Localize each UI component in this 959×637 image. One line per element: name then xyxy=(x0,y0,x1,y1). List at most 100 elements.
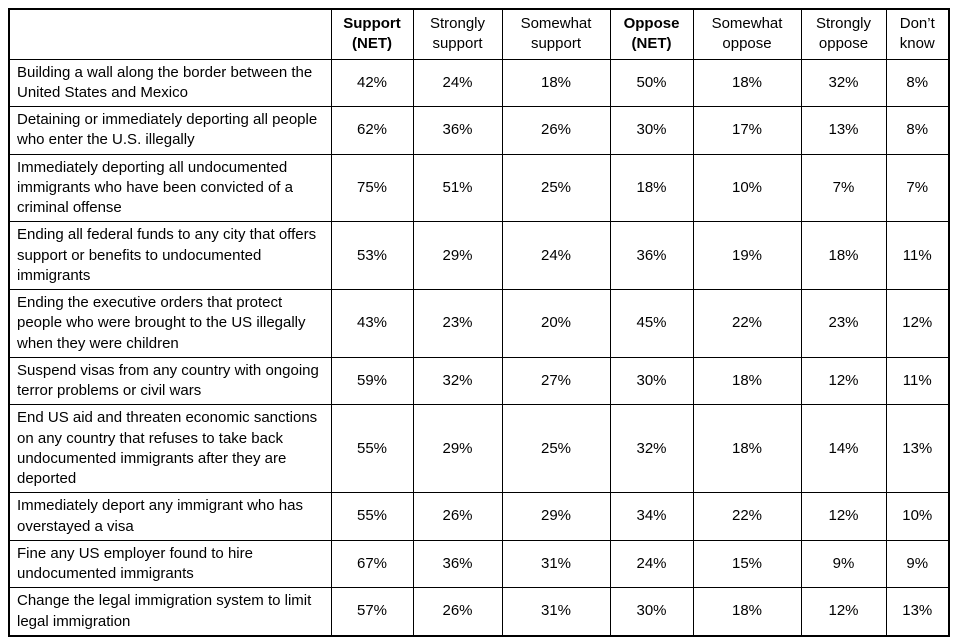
table-row: Immediately deport any immigrant who has… xyxy=(8,492,950,541)
value-cell: 57% xyxy=(330,587,414,637)
table-row: Detaining or immediately deporting all p… xyxy=(8,106,950,155)
value-cell: 22% xyxy=(692,492,802,541)
corner-cell xyxy=(8,8,332,60)
value-cell: 11% xyxy=(885,356,950,406)
row-label: Immediately deport any immigrant who has… xyxy=(8,492,332,541)
table-body: Building a wall along the border between… xyxy=(8,58,950,637)
value-cell: 8% xyxy=(885,58,950,107)
value-cell: 26% xyxy=(412,587,503,637)
value-cell: 18% xyxy=(800,221,887,290)
value-cell: 24% xyxy=(609,539,694,589)
value-cell: 18% xyxy=(692,356,802,406)
table-row: Ending all federal funds to any city tha… xyxy=(8,221,950,290)
column-header: Support (NET) xyxy=(330,8,414,60)
value-cell: 30% xyxy=(609,106,694,155)
header-row: Support (NET) Strongly support Somewhat su… xyxy=(8,8,950,60)
value-cell: 12% xyxy=(800,492,887,541)
value-cell: 26% xyxy=(501,106,611,155)
value-cell: 43% xyxy=(330,289,414,358)
value-cell: 17% xyxy=(692,106,802,155)
row-label: Suspend visas from any country with ongo… xyxy=(8,356,332,406)
value-cell: 11% xyxy=(885,221,950,290)
value-cell: 62% xyxy=(330,106,414,155)
value-cell: 32% xyxy=(412,356,503,406)
row-label: Building a wall along the border between… xyxy=(8,58,332,107)
value-cell: 24% xyxy=(412,58,503,107)
table-row: Suspend visas from any country with ongo… xyxy=(8,356,950,406)
value-cell: 9% xyxy=(800,539,887,589)
value-cell: 31% xyxy=(501,539,611,589)
value-cell: 13% xyxy=(885,587,950,637)
value-cell: 34% xyxy=(609,492,694,541)
row-label: Ending all federal funds to any city tha… xyxy=(8,221,332,290)
poll-table: Support (NET) Strongly support Somewhat su… xyxy=(8,8,950,637)
value-cell: 9% xyxy=(885,539,950,589)
column-header: Somewhat oppose xyxy=(692,8,802,60)
row-label: Immediately deporting all undocumented i… xyxy=(8,153,332,223)
value-cell: 19% xyxy=(692,221,802,290)
row-label: Ending the executive orders that protect… xyxy=(8,289,332,358)
value-cell: 10% xyxy=(692,153,802,223)
value-cell: 75% xyxy=(330,153,414,223)
value-cell: 24% xyxy=(501,221,611,290)
value-cell: 27% xyxy=(501,356,611,406)
value-cell: 23% xyxy=(412,289,503,358)
value-cell: 29% xyxy=(412,221,503,290)
value-cell: 29% xyxy=(501,492,611,541)
value-cell: 7% xyxy=(885,153,950,223)
value-cell: 12% xyxy=(800,587,887,637)
value-cell: 23% xyxy=(800,289,887,358)
column-header: Strongly support xyxy=(412,8,503,60)
value-cell: 18% xyxy=(609,153,694,223)
value-cell: 12% xyxy=(800,356,887,406)
value-cell: 55% xyxy=(330,492,414,541)
value-cell: 25% xyxy=(501,404,611,494)
value-cell: 18% xyxy=(692,587,802,637)
value-cell: 50% xyxy=(609,58,694,107)
value-cell: 20% xyxy=(501,289,611,358)
row-label: Fine any US employer found to hire undoc… xyxy=(8,539,332,589)
row-label: Detaining or immediately deporting all p… xyxy=(8,106,332,155)
table-row: Fine any US employer found to hire undoc… xyxy=(8,539,950,589)
value-cell: 18% xyxy=(692,58,802,107)
column-header: Strongly oppose xyxy=(800,8,887,60)
value-cell: 8% xyxy=(885,106,950,155)
table-row: End US aid and threaten economic sanctio… xyxy=(8,404,950,494)
table-row: Building a wall along the border between… xyxy=(8,58,950,107)
value-cell: 32% xyxy=(800,58,887,107)
value-cell: 53% xyxy=(330,221,414,290)
value-cell: 10% xyxy=(885,492,950,541)
value-cell: 32% xyxy=(609,404,694,494)
value-cell: 67% xyxy=(330,539,414,589)
value-cell: 30% xyxy=(609,587,694,637)
value-cell: 13% xyxy=(885,404,950,494)
value-cell: 15% xyxy=(692,539,802,589)
value-cell: 13% xyxy=(800,106,887,155)
table-row: Immediately deporting all undocumented i… xyxy=(8,153,950,223)
value-cell: 36% xyxy=(412,106,503,155)
row-label: End US aid and threaten economic sanctio… xyxy=(8,404,332,494)
value-cell: 18% xyxy=(501,58,611,107)
value-cell: 30% xyxy=(609,356,694,406)
value-cell: 36% xyxy=(412,539,503,589)
value-cell: 29% xyxy=(412,404,503,494)
value-cell: 51% xyxy=(412,153,503,223)
column-header: Don’t know xyxy=(885,8,950,60)
table-row: Change the legal immigration system to l… xyxy=(8,587,950,637)
value-cell: 22% xyxy=(692,289,802,358)
value-cell: 7% xyxy=(800,153,887,223)
column-header: Oppose (NET) xyxy=(609,8,694,60)
value-cell: 42% xyxy=(330,58,414,107)
value-cell: 26% xyxy=(412,492,503,541)
value-cell: 12% xyxy=(885,289,950,358)
value-cell: 25% xyxy=(501,153,611,223)
value-cell: 18% xyxy=(692,404,802,494)
table-row: Ending the executive orders that protect… xyxy=(8,289,950,358)
value-cell: 14% xyxy=(800,404,887,494)
value-cell: 31% xyxy=(501,587,611,637)
table-header: Support (NET) Strongly support Somewhat su… xyxy=(8,8,950,60)
value-cell: 45% xyxy=(609,289,694,358)
column-header: Somewhat support xyxy=(501,8,611,60)
row-label: Change the legal immigration system to l… xyxy=(8,587,332,637)
